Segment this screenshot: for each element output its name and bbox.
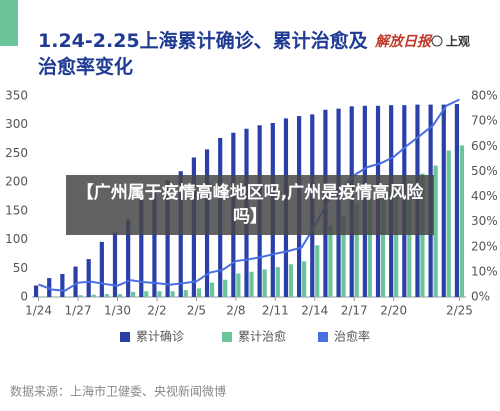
bar bbox=[407, 181, 412, 297]
decor-stripe bbox=[0, 0, 18, 46]
x-tick-label: 2/11 bbox=[262, 304, 289, 318]
y2-tick-label: 50% bbox=[471, 164, 498, 178]
bar bbox=[165, 180, 170, 297]
y2-tick-label: 40% bbox=[471, 189, 498, 203]
bar bbox=[157, 291, 162, 297]
bar bbox=[302, 261, 307, 297]
bar bbox=[394, 190, 399, 297]
bar bbox=[275, 267, 280, 297]
bar bbox=[65, 296, 70, 297]
bar bbox=[441, 104, 446, 297]
logo-icon bbox=[431, 35, 443, 47]
x-tick-label: 2/14 bbox=[301, 304, 328, 318]
bar bbox=[112, 232, 118, 297]
bar bbox=[104, 294, 109, 297]
legend-label: 治愈率 bbox=[334, 329, 370, 344]
x-tick-label: 2/2 bbox=[147, 304, 166, 318]
bar bbox=[454, 104, 460, 297]
x-tick-label: 2/25 bbox=[446, 304, 473, 318]
legend-label: 累计确诊 bbox=[136, 330, 184, 344]
x-tick-label: 2/8 bbox=[226, 304, 245, 318]
bar bbox=[380, 195, 386, 297]
rate-line bbox=[38, 98, 460, 292]
bar bbox=[99, 241, 104, 297]
bar bbox=[152, 192, 157, 297]
y2-tick-label: 0% bbox=[471, 290, 490, 304]
y-tick-label: 150 bbox=[5, 203, 28, 217]
y-tick-label: 350 bbox=[5, 89, 28, 103]
x-tick-label: 1/30 bbox=[104, 304, 131, 318]
bar bbox=[459, 145, 465, 297]
logo: 上观 bbox=[446, 34, 470, 49]
y2-tick-label: 70% bbox=[471, 114, 498, 128]
bar bbox=[131, 291, 136, 297]
bar bbox=[446, 150, 451, 297]
y2-tick-label: 20% bbox=[471, 239, 498, 253]
chart-title: 1.24-2.25上海累计确诊、累计治愈及治愈率变化 bbox=[38, 30, 368, 78]
bar bbox=[91, 294, 96, 297]
legend-swatch bbox=[222, 332, 232, 342]
x-tick-label: 2/20 bbox=[380, 304, 407, 318]
bar bbox=[183, 290, 188, 297]
bar bbox=[144, 291, 149, 297]
y-tick-label: 100 bbox=[5, 232, 28, 246]
bar bbox=[315, 245, 320, 297]
banner: 【广州属于疫情高峰地区吗,广州是疫情高风险吗】 bbox=[66, 175, 434, 235]
legend-swatch bbox=[318, 332, 328, 342]
bar bbox=[60, 274, 65, 297]
x-tick-label: 2/17 bbox=[341, 304, 368, 318]
bar bbox=[86, 259, 91, 297]
bar bbox=[78, 295, 83, 297]
y2-tick-label: 30% bbox=[471, 214, 498, 228]
bar bbox=[288, 264, 294, 297]
bar bbox=[420, 173, 425, 297]
y2-tick-label: 10% bbox=[471, 264, 498, 278]
bar bbox=[52, 296, 57, 297]
bar bbox=[262, 269, 267, 297]
bar bbox=[341, 216, 346, 297]
bar bbox=[38, 296, 44, 297]
bar bbox=[223, 279, 228, 297]
bar bbox=[328, 225, 333, 297]
bar bbox=[139, 199, 144, 297]
bar bbox=[117, 294, 123, 297]
bar bbox=[354, 204, 359, 297]
y-tick-label: 50 bbox=[13, 261, 28, 275]
legend-label: 累计治愈 bbox=[238, 329, 286, 344]
bar bbox=[170, 291, 175, 297]
legend-swatch bbox=[120, 332, 130, 342]
bar bbox=[196, 288, 201, 297]
y-tick-label: 250 bbox=[5, 146, 28, 160]
bar bbox=[236, 273, 241, 297]
logo: 解放日报 bbox=[374, 33, 433, 50]
bar bbox=[209, 282, 215, 297]
x-tick-label: 1/27 bbox=[65, 304, 92, 318]
bar bbox=[126, 219, 131, 297]
y-tick-label: 300 bbox=[5, 117, 28, 131]
bar bbox=[249, 271, 254, 297]
bar bbox=[73, 266, 78, 297]
x-tick-label: 1/24 bbox=[25, 304, 52, 318]
y2-tick-label: 60% bbox=[471, 139, 498, 153]
source: 数据来源：上海市卫健委、央视新闻微博 bbox=[10, 384, 226, 399]
bar bbox=[433, 165, 438, 297]
x-tick-label: 2/5 bbox=[187, 304, 206, 318]
bar bbox=[33, 285, 39, 297]
y-tick-label: 200 bbox=[5, 175, 28, 189]
y-tick-label: 0 bbox=[20, 290, 28, 304]
y2-tick-label: 80% bbox=[471, 89, 498, 103]
bar bbox=[367, 198, 372, 297]
